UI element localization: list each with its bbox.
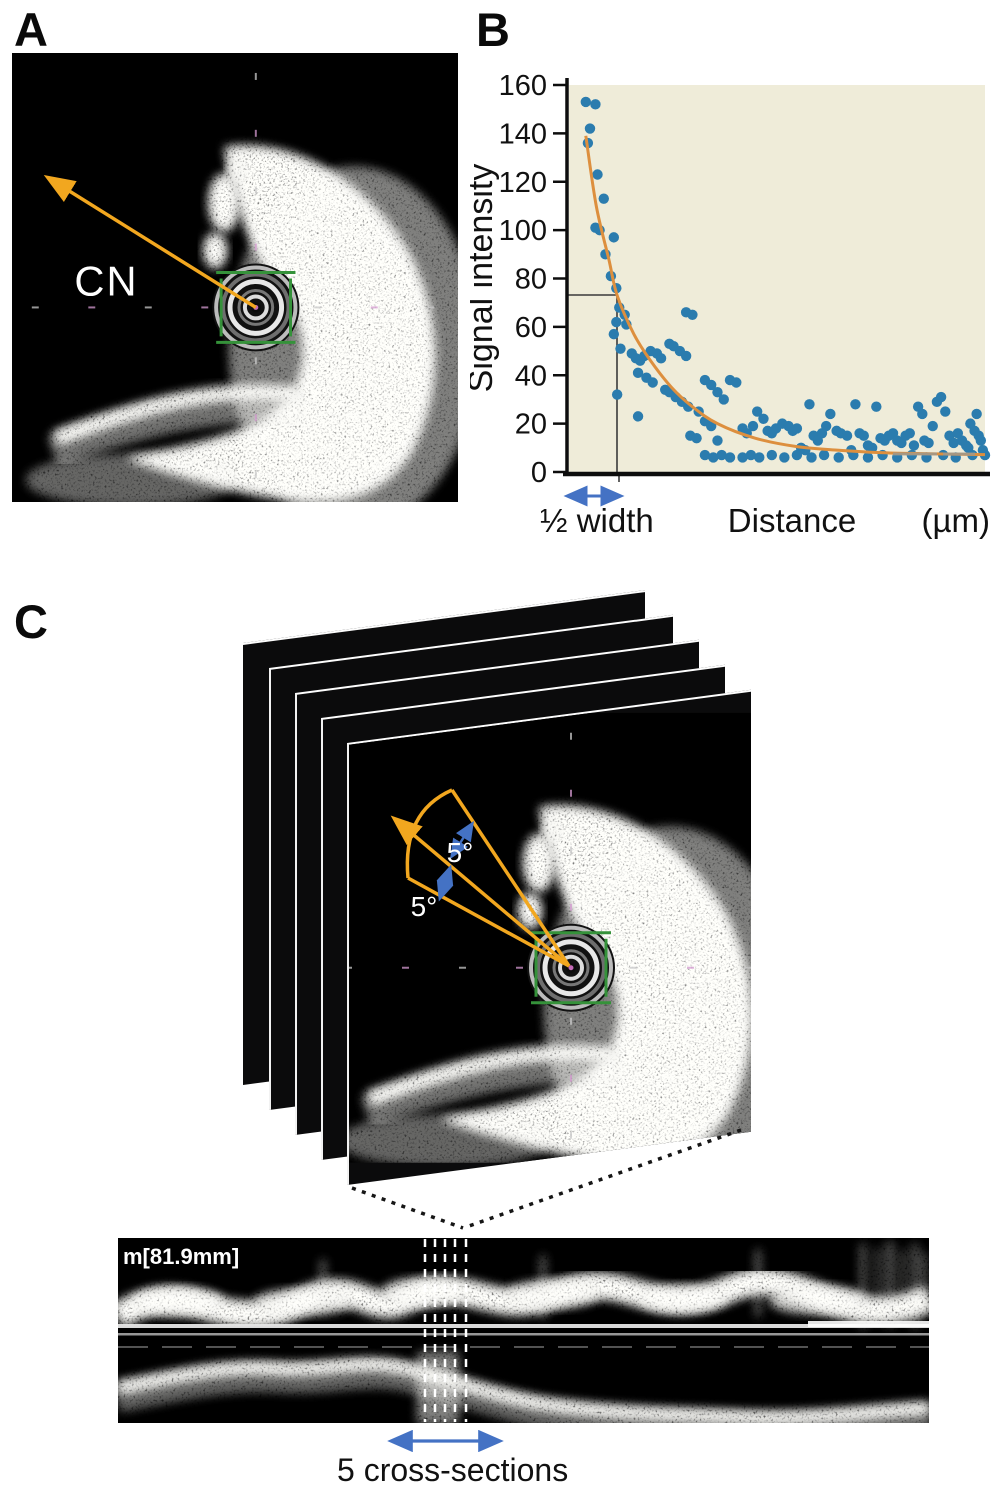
fit-curve (584, 135, 986, 457)
pullback-longitudinal-image: m[81.9mm] (118, 1238, 929, 1423)
cross-sections-caption: 5 cross-sections (337, 1452, 569, 1488)
svg-text:20: 20 (515, 409, 547, 441)
front-frame-oct-image (347, 713, 751, 1163)
panel-b-label: B (476, 3, 510, 56)
pullback-position-label: m[81.9mm] (123, 1244, 239, 1269)
svg-text:40: 40 (515, 360, 547, 392)
y-axis-ticks: 0 20 40 60 80 100 120 140 160 (499, 70, 567, 489)
signal-intensity-chart: 0 20 40 60 80 100 120 140 160 Signal intensity ½… (470, 70, 991, 539)
panel-c-label: C (14, 595, 48, 648)
oct-frame-5-front (347, 689, 751, 1185)
cn-label: CN (74, 257, 138, 304)
chart-data-layer (580, 96, 991, 463)
cross-section-dashed-lines (423, 1239, 468, 1422)
svg-text:60: 60 (515, 312, 547, 344)
svg-text:140: 140 (499, 118, 547, 150)
svg-text:80: 80 (515, 264, 547, 296)
svg-text:120: 120 (499, 167, 547, 199)
half-width-label: ½ width (540, 502, 654, 539)
y-axis-title: Signal intensity (470, 164, 500, 393)
x-axis-title: Distance (728, 502, 856, 539)
panel-a-oct-image: CN (12, 53, 458, 502)
cn-arrow (43, 175, 257, 309)
svg-text:0: 0 (531, 457, 547, 489)
svg-text:100: 100 (499, 215, 547, 247)
svg-text:160: 160 (499, 70, 547, 102)
panel-a-label: A (14, 3, 48, 56)
x-axis-unit: (µm) (922, 502, 990, 539)
